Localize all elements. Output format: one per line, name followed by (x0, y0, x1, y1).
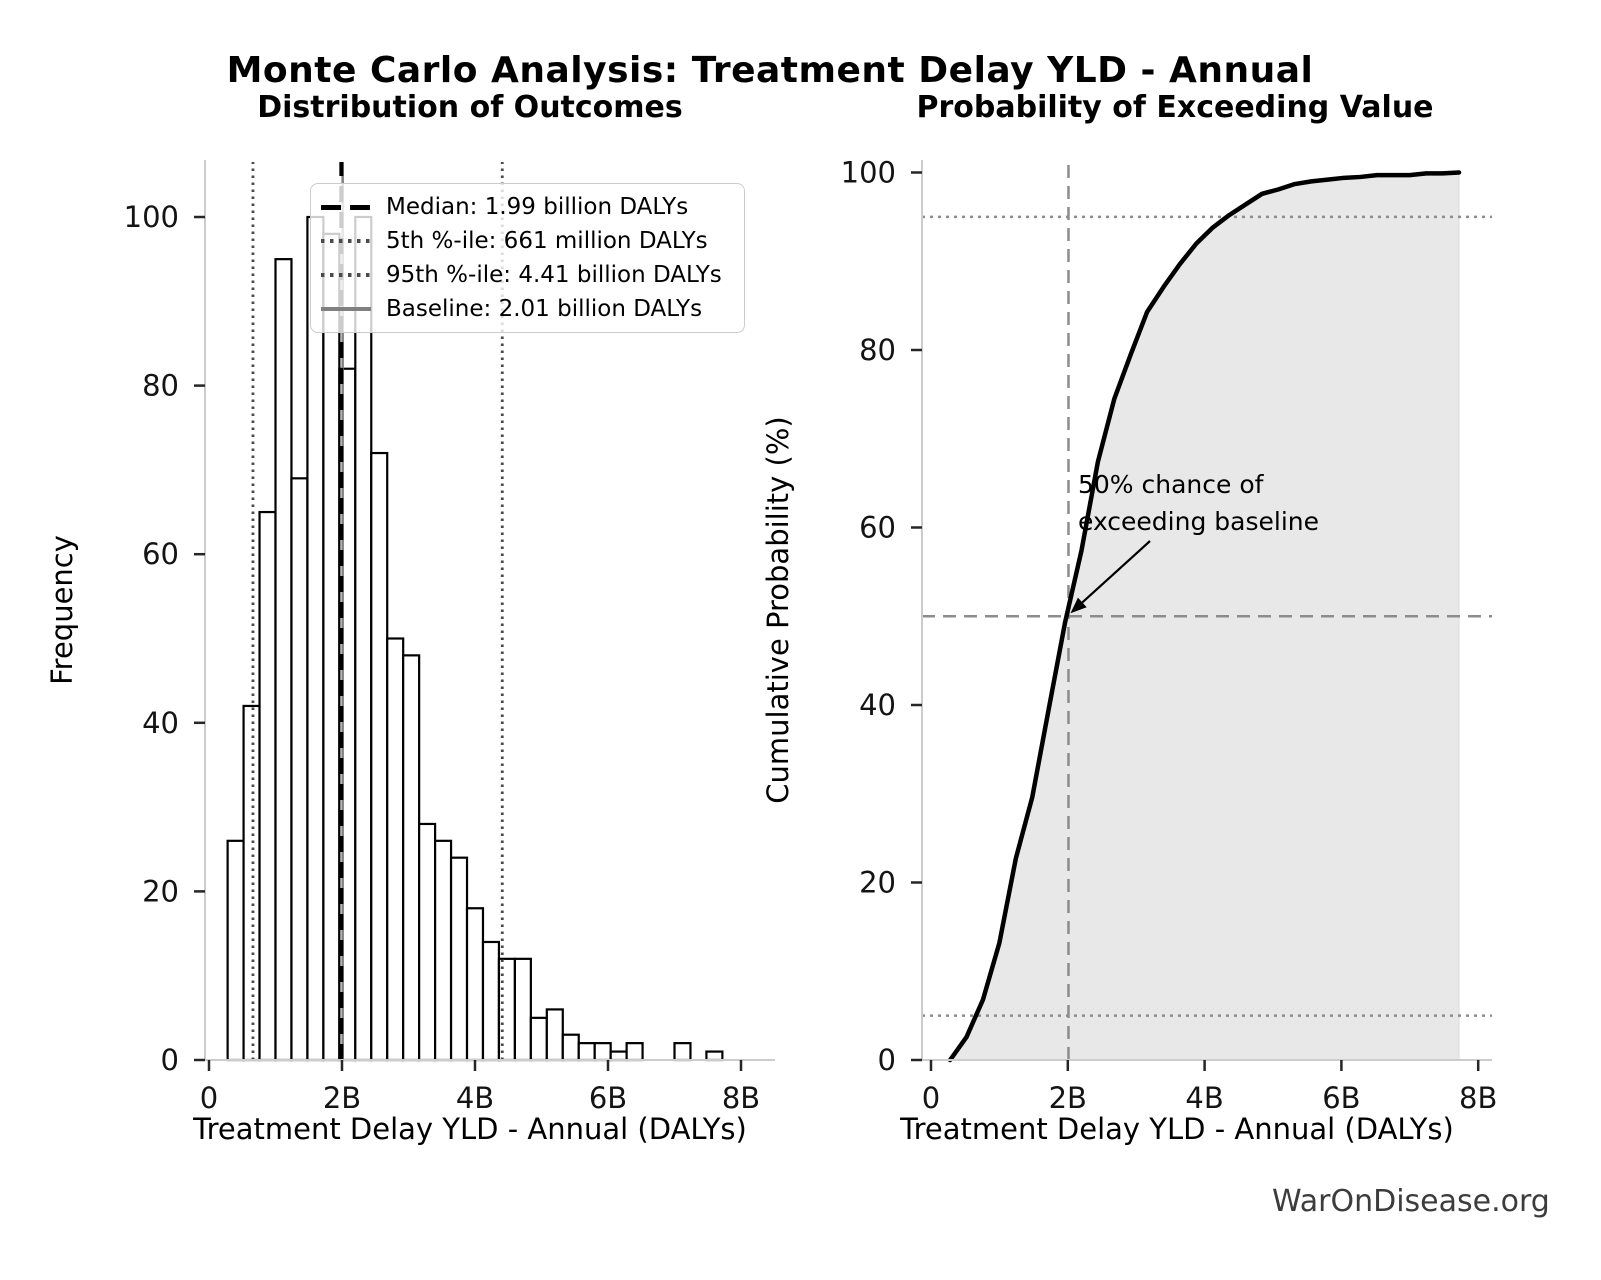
histogram-bar (593, 1042, 612, 1062)
legend-item-label: 95th %-ile: 4.41 billion DALYs (386, 262, 722, 288)
histogram-bar (402, 654, 421, 1062)
legend-item: Median: 1.99 billion DALYs (321, 194, 734, 220)
histogram-bar (290, 477, 309, 1062)
x-tick-label: 8B (1459, 1081, 1497, 1115)
x-tick-label: 0 (922, 1081, 940, 1115)
histogram-bar (258, 510, 277, 1062)
y-tick-label: 60 (859, 511, 896, 545)
right-plot-title: Probability of Exceeding Value (916, 90, 1434, 125)
y-tick-label: 0 (161, 1043, 179, 1077)
legend-line-sample (321, 307, 371, 311)
annotation-arrow-line (1081, 540, 1151, 604)
x-tick-label: 0 (200, 1081, 218, 1115)
histogram-bar (449, 856, 469, 1062)
x-tick-label: 2B (323, 1081, 361, 1115)
x-tick-label: 4B (1185, 1081, 1223, 1115)
histogram-bar (529, 1016, 548, 1062)
y-tick-label: 20 (859, 866, 896, 900)
legend-line-sample (321, 239, 371, 243)
histogram-bar (673, 1042, 692, 1062)
annotation-text: 50% chance of exceeding baseline (1078, 470, 1319, 536)
y-tick-label: 80 (859, 333, 896, 367)
legend-item-label: Median: 1.99 billion DALYs (386, 194, 689, 220)
histogram-bar (354, 215, 373, 1062)
histogram-bar (577, 1042, 596, 1062)
annotation-arrow-head (1070, 597, 1087, 614)
x-tick-label: 4B (456, 1081, 494, 1115)
x-tick-label: 8B (722, 1081, 760, 1115)
x-tick-label: 6B (589, 1081, 627, 1115)
histogram-bar (418, 822, 437, 1062)
histogram-bar (434, 839, 453, 1062)
y-tick-label: 20 (142, 874, 179, 908)
histogram-bar (545, 1008, 564, 1062)
y-tick-label: 60 (142, 537, 179, 571)
histogram-bar (561, 1033, 580, 1062)
watermark: WarOnDisease.org (1272, 1184, 1550, 1219)
histogram-bar (370, 451, 389, 1062)
left-plot-ylabel: Frequency (45, 535, 79, 685)
histogram-bar (705, 1050, 724, 1062)
legend-line-sample (321, 273, 371, 277)
y-tick-label: 80 (142, 369, 179, 403)
legend-item-label: Baseline: 2.01 billion DALYs (386, 296, 703, 322)
histogram-bar (609, 1050, 628, 1062)
y-tick-label: 0 (878, 1043, 896, 1077)
legend-item-label: 5th %-ile: 661 million DALYs (386, 228, 708, 254)
histogram-bar (306, 215, 325, 1062)
histogram-bar (513, 957, 532, 1062)
x-tick-label: 2B (1049, 1081, 1087, 1115)
y-tick-label: 100 (841, 156, 896, 190)
legend-item: 5th %-ile: 661 million DALYs (321, 228, 734, 254)
histogram-bar (481, 940, 501, 1062)
histogram-bar (625, 1042, 644, 1062)
right-plot-xlabel: Treatment Delay YLD - Annual (DALYs) (900, 1112, 1454, 1146)
left-plot-title: Distribution of Outcomes (257, 90, 683, 125)
legend-item: 95th %-ile: 4.41 billion DALYs (321, 262, 734, 288)
histogram-bar (322, 232, 341, 1062)
histogram-bar (465, 907, 485, 1062)
legend: Median: 1.99 billion DALYs 5th %-ile: 661… (310, 183, 745, 333)
cdf-curve (947, 170, 1462, 1063)
y-tick-label: 40 (142, 706, 179, 740)
legend-line-sample (321, 204, 371, 210)
figure-title: Monte Carlo Analysis: Treatment Delay YL… (226, 50, 1314, 91)
x-tick-label: 6B (1322, 1081, 1360, 1115)
histogram-bar (386, 637, 405, 1062)
y-tick-label: 100 (124, 200, 179, 234)
left-plot-xlabel: Treatment Delay YLD - Annual (DALYs) (193, 1112, 747, 1146)
y-tick-label: 40 (859, 688, 896, 722)
right-plot-ylabel: Cumulative Probability (%) (761, 416, 795, 804)
legend-item: Baseline: 2.01 billion DALYs (321, 296, 734, 322)
histogram-bar (274, 258, 293, 1062)
histogram-bar (226, 839, 245, 1062)
